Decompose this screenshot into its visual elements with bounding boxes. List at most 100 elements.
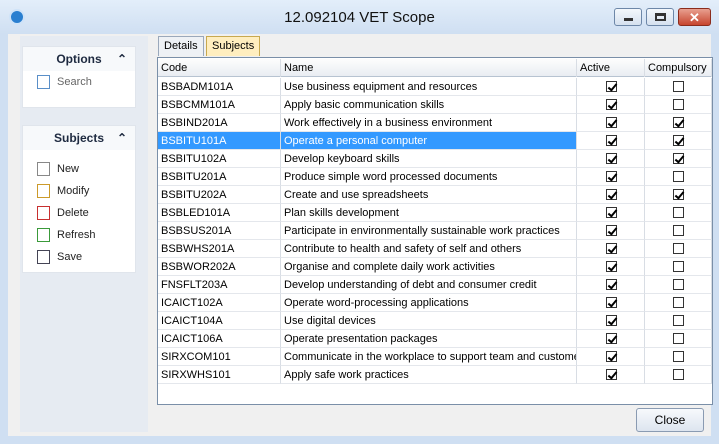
table-row[interactable]: BSBITU202A Create and use spreadsheets xyxy=(158,186,712,204)
compulsory-cell xyxy=(645,222,712,240)
sidebar-item[interactable]: Modify xyxy=(23,180,135,202)
column-header[interactable]: Compulsory xyxy=(645,59,712,77)
item-icon xyxy=(37,228,50,242)
checkbox[interactable] xyxy=(673,279,684,290)
active-cell xyxy=(577,168,645,186)
table-row[interactable]: FNSFLT203A Develop understanding of debt … xyxy=(158,276,712,294)
item-icon xyxy=(37,206,50,220)
client-area: Options ⌃ Search Subjects ⌃ New Modify Delet… xyxy=(8,34,713,436)
active-cell xyxy=(577,366,645,384)
checkbox[interactable] xyxy=(673,333,684,344)
table-row[interactable]: BSBWHS201A Contribute to health and safet… xyxy=(158,240,712,258)
checkbox[interactable] xyxy=(673,297,684,308)
table-row[interactable]: ICAICT102A Operate word-processing applic… xyxy=(158,294,712,312)
tab[interactable]: Details xyxy=(158,36,204,56)
code-cell: BSBSUS201A xyxy=(158,222,281,240)
panel-header[interactable]: Subjects ⌃ xyxy=(23,126,135,150)
checkbox[interactable] xyxy=(673,135,684,146)
name-cell: Apply basic communication skills xyxy=(281,96,577,114)
checkbox[interactable] xyxy=(673,207,684,218)
checkbox[interactable] xyxy=(673,81,684,92)
table-row[interactable]: BSBWOR202A Organise and complete daily wo… xyxy=(158,258,712,276)
window-title: 12.092104 VET Scope xyxy=(284,9,435,26)
checkbox[interactable] xyxy=(673,189,684,200)
checkbox[interactable] xyxy=(673,99,684,110)
table-row[interactable]: BSBSUS201A Participate in environmentally… xyxy=(158,222,712,240)
item-label: New xyxy=(57,163,80,175)
checkbox[interactable] xyxy=(605,207,617,218)
checkbox[interactable] xyxy=(605,243,617,254)
compulsory-cell xyxy=(645,96,712,114)
table-row[interactable]: BSBITU101A Operate a personal computer xyxy=(158,132,712,150)
compulsory-cell xyxy=(645,168,712,186)
active-cell xyxy=(577,312,645,330)
checkbox[interactable] xyxy=(605,153,617,164)
checkbox[interactable] xyxy=(673,153,684,164)
collapse-icon[interactable]: ⌃ xyxy=(116,52,127,66)
name-cell: Develop keyboard skills xyxy=(281,150,577,168)
table-row[interactable]: BSBITU102A Develop keyboard skills xyxy=(158,150,712,168)
checkbox[interactable] xyxy=(673,351,684,362)
table-row[interactable]: SIRXCOM101 Communicate in the workplace t… xyxy=(158,348,712,366)
table-row[interactable]: BSBCMM101A Apply basic communication skil… xyxy=(158,96,712,114)
checkbox[interactable] xyxy=(673,261,684,272)
checkbox[interactable] xyxy=(605,81,617,92)
checkbox[interactable] xyxy=(605,333,617,344)
maximize-button[interactable] xyxy=(646,8,674,26)
table-row[interactable]: ICAICT104A Use digital devices xyxy=(158,312,712,330)
item-icon xyxy=(37,250,50,264)
compulsory-cell xyxy=(645,348,712,366)
checkbox[interactable] xyxy=(605,297,617,308)
table-row[interactable]: BSBLED101A Plan skills development xyxy=(158,204,712,222)
active-cell xyxy=(577,276,645,294)
checkbox[interactable] xyxy=(673,117,684,128)
active-cell xyxy=(577,240,645,258)
checkbox[interactable] xyxy=(605,279,617,290)
panel-header[interactable]: Options ⌃ xyxy=(23,47,135,71)
header-row: Code Name Active Compulsory xyxy=(158,59,712,77)
compulsory-cell xyxy=(645,366,712,384)
checkbox[interactable] xyxy=(605,189,617,200)
checkbox[interactable] xyxy=(673,315,684,326)
close-window-button[interactable]: ✕ xyxy=(678,8,711,26)
column-header[interactable]: Name xyxy=(281,59,577,77)
checkbox[interactable] xyxy=(605,117,617,128)
checkbox[interactable] xyxy=(605,225,617,236)
close-button[interactable]: Close xyxy=(636,408,704,432)
collapse-icon[interactable]: ⌃ xyxy=(116,131,127,145)
sidebar-item[interactable]: Refresh xyxy=(23,224,135,246)
checkbox[interactable] xyxy=(605,315,617,326)
minimize-button[interactable] xyxy=(614,8,642,26)
checkbox[interactable] xyxy=(605,171,617,182)
sidebar-item[interactable]: Search xyxy=(23,71,135,93)
checkbox[interactable] xyxy=(673,171,684,182)
compulsory-cell xyxy=(645,78,712,96)
table-row[interactable]: BSBITU201A Produce simple word processed … xyxy=(158,168,712,186)
checkbox[interactable] xyxy=(605,99,617,110)
checkbox[interactable] xyxy=(673,369,684,380)
column-header[interactable]: Active xyxy=(577,59,645,77)
checkbox[interactable] xyxy=(673,225,684,236)
table-row[interactable]: BSBIND201A Work effectively in a business… xyxy=(158,114,712,132)
item-label: Modify xyxy=(57,185,90,197)
sidebar-item[interactable]: Delete xyxy=(23,202,135,224)
table-row[interactable]: BSBADM101A Use business equipment and res… xyxy=(158,78,712,96)
table-row[interactable]: SIRXWHS101 Apply safe work practices xyxy=(158,366,712,384)
checkbox[interactable] xyxy=(605,369,617,380)
column-header[interactable]: Code xyxy=(158,59,281,77)
code-cell: ICAICT102A xyxy=(158,294,281,312)
item-label: Delete xyxy=(57,207,89,219)
code-cell: BSBCMM101A xyxy=(158,96,281,114)
compulsory-cell xyxy=(645,240,712,258)
code-cell: FNSFLT203A xyxy=(158,276,281,294)
table-row[interactable]: ICAICT106A Operate presentation packages xyxy=(158,330,712,348)
tab[interactable]: Subjects xyxy=(206,36,261,56)
checkbox[interactable] xyxy=(605,261,617,272)
sidebar-item[interactable]: Save xyxy=(23,246,135,268)
checkbox[interactable] xyxy=(673,243,684,254)
checkbox[interactable] xyxy=(605,351,617,362)
checkbox[interactable] xyxy=(605,135,617,146)
app-icon xyxy=(9,9,25,25)
sidebar-item[interactable]: New xyxy=(23,158,135,180)
